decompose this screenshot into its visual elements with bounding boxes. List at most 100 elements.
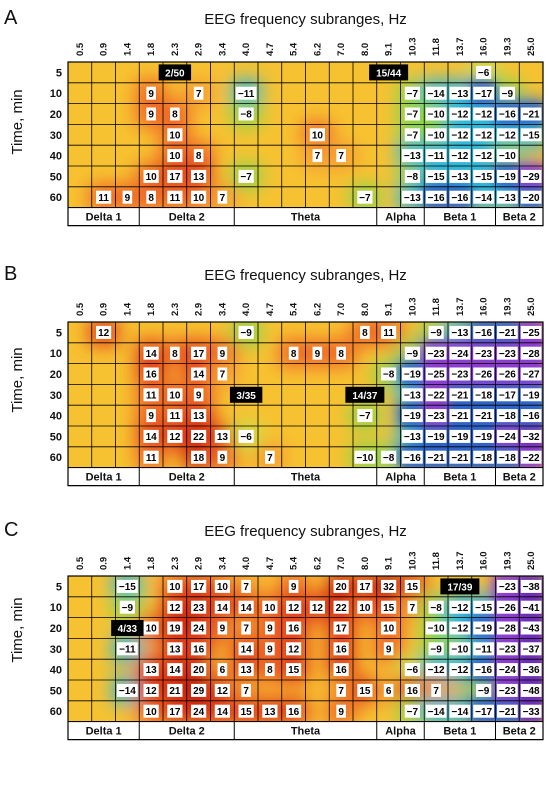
svg-text:−7: −7 [359, 411, 371, 422]
cell-value: 9 [146, 107, 156, 121]
y-tick-label: 5 [56, 67, 62, 79]
cell-value: 17 [333, 621, 349, 635]
band-label: Beta 2 [503, 726, 536, 738]
cell-value: 8 [336, 346, 346, 360]
cell-value: −13 [449, 325, 471, 339]
svg-text:−12: −12 [475, 151, 492, 162]
cell-value: 12 [286, 600, 302, 614]
cell-value: 12 [286, 642, 302, 655]
cell-value: 13 [238, 663, 254, 676]
svg-text:−15: −15 [428, 172, 445, 183]
cell-value: 20 [191, 663, 207, 676]
svg-text:−15: −15 [119, 582, 136, 593]
x-tick-label: 25.0 [526, 38, 537, 57]
svg-text:12: 12 [288, 603, 300, 614]
svg-text:−22: −22 [428, 390, 445, 401]
cell-value: −24 [449, 346, 471, 360]
cell-value: 7 [265, 450, 275, 464]
svg-text:12: 12 [169, 603, 181, 614]
svg-text:−21: −21 [451, 453, 468, 464]
svg-text:−16: −16 [428, 193, 445, 204]
cell-value: −32 [520, 429, 542, 443]
panel-letter: B [4, 263, 17, 285]
x-tick-label: 2.9 [194, 43, 205, 56]
x-tick-label: 1.8 [146, 43, 157, 56]
svg-text:15: 15 [359, 686, 371, 697]
svg-text:24: 24 [193, 624, 205, 635]
cell-value: 9 [383, 642, 394, 655]
cell-value: 11 [381, 325, 397, 339]
x-tick-label: 6.2 [312, 303, 323, 316]
band-label: Delta 2 [169, 212, 205, 224]
x-tick-label: 4.7 [265, 303, 276, 316]
cell-value: 15 [357, 683, 373, 697]
svg-text:12: 12 [312, 603, 324, 614]
x-tick-label: 11.8 [431, 298, 442, 316]
cell-value: 8 [288, 346, 299, 360]
cell-value: 13 [262, 704, 278, 718]
svg-text:9: 9 [148, 110, 154, 121]
cell-value: 14 [143, 429, 159, 443]
svg-text:3/35: 3/35 [236, 391, 256, 402]
highlight-label: 15/44 [369, 64, 409, 81]
svg-text:−18: −18 [499, 453, 516, 464]
cell-value: −9 [404, 346, 420, 360]
svg-text:−14: −14 [428, 89, 445, 100]
svg-text:−28: −28 [523, 349, 540, 360]
svg-text:−41: −41 [523, 603, 540, 614]
svg-text:−22: −22 [523, 453, 540, 464]
svg-text:−21: −21 [475, 411, 492, 422]
svg-text:−9: −9 [430, 328, 442, 339]
svg-text:8: 8 [291, 349, 297, 360]
x-tick-label: 19.3 [502, 38, 513, 57]
svg-text:18: 18 [193, 453, 205, 464]
cell-value: −19 [473, 621, 495, 635]
cell-value: 9 [146, 86, 156, 100]
cell-value: −16 [520, 409, 542, 422]
svg-text:−19: −19 [523, 390, 540, 401]
cell-value: −21 [449, 409, 471, 422]
cell-value: 23 [191, 600, 207, 614]
x-tick-label: 2.3 [170, 303, 181, 316]
cell-value: −21 [425, 450, 447, 464]
cell-value: 16 [191, 642, 207, 655]
cell-value: 8 [170, 346, 180, 360]
svg-text:10: 10 [312, 130, 324, 141]
svg-text:−21: −21 [523, 110, 540, 121]
svg-text:−15: −15 [475, 172, 492, 183]
svg-text:−23: −23 [475, 349, 492, 360]
svg-text:10: 10 [264, 603, 276, 614]
cell-value: 7 [241, 579, 251, 593]
svg-text:7: 7 [243, 582, 249, 593]
svg-text:12: 12 [98, 328, 110, 339]
svg-text:−12: −12 [451, 665, 468, 676]
cell-value: −22 [520, 450, 542, 464]
cell-value: −38 [520, 579, 542, 593]
svg-text:−15: −15 [475, 603, 492, 614]
svg-text:10: 10 [169, 390, 181, 401]
cell-value: 8 [265, 663, 275, 676]
band-label: Delta 1 [86, 472, 122, 484]
x-tick-label: 10.3 [407, 38, 418, 57]
x-tick-label: 1.4 [122, 556, 133, 570]
cell-value: 16 [333, 642, 349, 655]
svg-text:16: 16 [193, 644, 205, 655]
cell-value: −12 [449, 107, 471, 121]
svg-text:13: 13 [217, 432, 229, 443]
grid-lines [67, 321, 544, 469]
cell-value: −6 [404, 663, 420, 676]
svg-text:−10: −10 [428, 624, 445, 635]
x-tick-label: 4.7 [265, 43, 276, 56]
svg-text:10: 10 [217, 582, 229, 593]
svg-text:−37: −37 [523, 644, 540, 655]
cell-value: 11 [167, 409, 183, 422]
x-tick-label: 0.9 [99, 43, 110, 56]
cell-value: −23 [496, 346, 518, 360]
cell-value: 17 [191, 579, 207, 593]
cell-value: 15 [381, 600, 397, 614]
svg-text:−16: −16 [523, 411, 540, 422]
cell-value: −15 [473, 600, 495, 614]
cell-value: −21 [496, 704, 518, 718]
x-tick-label: 2.3 [170, 557, 181, 570]
svg-text:9: 9 [148, 89, 154, 100]
